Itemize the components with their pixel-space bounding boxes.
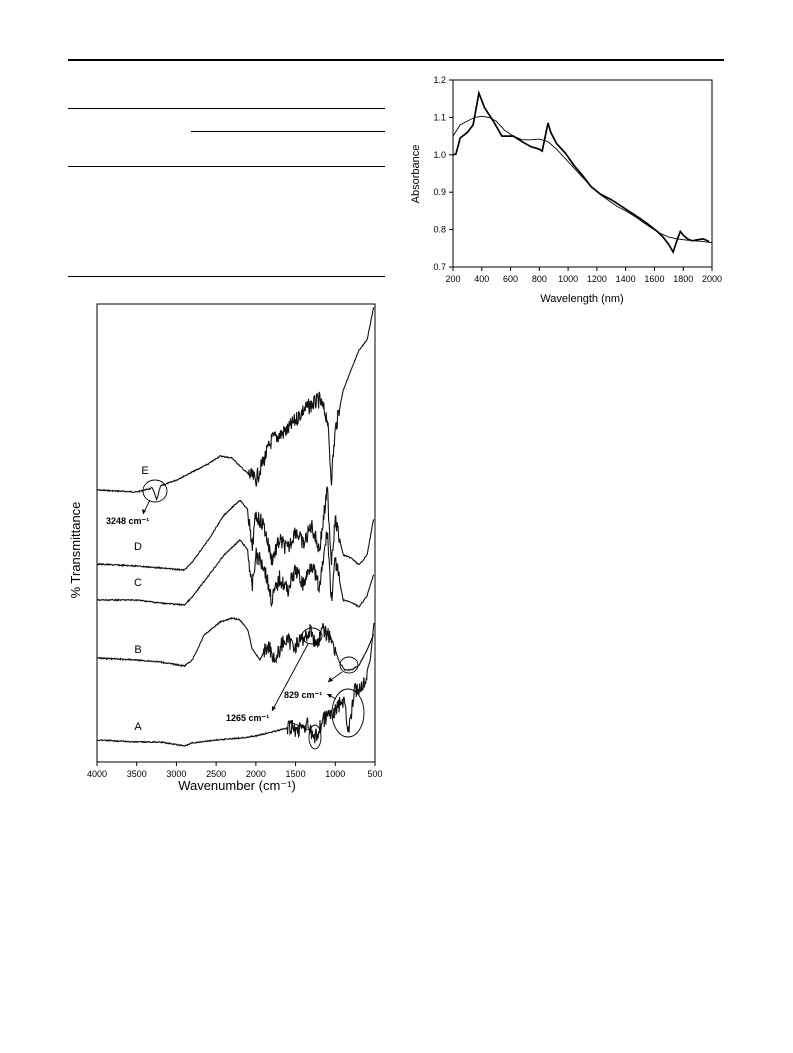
ftir-x-tick-label: 4000 bbox=[87, 769, 107, 779]
absorbance-y-tick-label: 0.8 bbox=[433, 225, 446, 235]
table-bottom-rule bbox=[68, 276, 385, 277]
ftir-series-A bbox=[96, 622, 375, 747]
absorbance-x-tick-label: 1000 bbox=[558, 274, 578, 284]
ftir-x-axis-label: Wavenumber (cm⁻¹) bbox=[178, 778, 296, 793]
ftir-x-tick-label: 2000 bbox=[246, 769, 266, 779]
ftir-series-label-B: B bbox=[134, 644, 141, 656]
ftir-chart: 4000 3500 3000 2500 2000 1500 1000 500 E D C B A 32… bbox=[68, 303, 382, 793]
ftir-series-E bbox=[96, 307, 375, 502]
annotation-label-1265: 1265 cm⁻¹ bbox=[226, 713, 269, 723]
ftir-x-tick-label: 500 bbox=[367, 769, 382, 779]
ftir-series-label-E: E bbox=[141, 465, 148, 477]
ftir-series-D bbox=[96, 486, 375, 572]
annotation-circle-1265-B bbox=[301, 627, 323, 645]
annotation-circle-1265-A bbox=[308, 724, 322, 750]
absorbance-x-axis-label: Wavelength (nm) bbox=[540, 293, 623, 305]
absorbance-series-thin bbox=[452, 115, 713, 244]
absorbance-y-tick-label: 1.1 bbox=[433, 112, 446, 122]
annotation-arrow-1265-B bbox=[271, 643, 309, 712]
ftir-x-tick-label: 1000 bbox=[325, 769, 345, 779]
absorbance-x-tick-label: 1800 bbox=[673, 274, 693, 284]
absorbance-x-tick-label: 1400 bbox=[616, 274, 636, 284]
ftir-x-tick-label: 1500 bbox=[286, 769, 306, 779]
ftir-x-tick-label: 2500 bbox=[206, 769, 226, 779]
absorbance-x-tick-label: 2000 bbox=[702, 274, 722, 284]
annotation-circle-3248 bbox=[142, 479, 168, 503]
absorbance-y-tick-label: 0.7 bbox=[433, 262, 446, 272]
annotation-label-3248: 3248 cm⁻¹ bbox=[106, 516, 149, 526]
absorbance-y-tick-label: 1.0 bbox=[433, 150, 446, 160]
ftir-series-label-D: D bbox=[134, 541, 142, 553]
absorbance-chart: 200 400 600 800 1000 1200 1400 1600 1800 2000 0.7 0… bbox=[410, 75, 722, 305]
annotation-circle-829-B bbox=[339, 656, 359, 674]
ftir-series-label-C: C bbox=[134, 577, 142, 589]
absorbance-plot-frame bbox=[452, 79, 713, 268]
annotation-circle-829-A bbox=[331, 688, 365, 738]
absorbance-x-tick-label: 200 bbox=[445, 274, 460, 284]
absorbance-x-tick-label: 600 bbox=[503, 274, 518, 284]
ftir-series-B bbox=[96, 616, 375, 672]
absorbance-x-tick-label: 1600 bbox=[644, 274, 664, 284]
absorbance-series-thick bbox=[452, 89, 710, 255]
table-top-rule bbox=[68, 108, 385, 109]
table-sub-rule bbox=[191, 131, 385, 132]
ftir-x-tick-label: 3000 bbox=[166, 769, 186, 779]
annotation-label-829: 829 cm⁻¹ bbox=[284, 690, 322, 700]
absorbance-x-tick-label: 800 bbox=[532, 274, 547, 284]
absorbance-x-tick-label: 1200 bbox=[587, 274, 607, 284]
absorbance-y-axis-label: Absorbance bbox=[410, 145, 422, 204]
absorbance-y-tick-label: 0.9 bbox=[433, 187, 446, 197]
ftir-series-label-A: A bbox=[134, 721, 142, 733]
absorbance-x-tick-label: 400 bbox=[474, 274, 489, 284]
ftir-plot-frame bbox=[96, 303, 376, 763]
table-header-rule bbox=[68, 166, 385, 167]
ftir-series-C bbox=[96, 531, 375, 608]
absorbance-y-tick-label: 1.2 bbox=[433, 75, 446, 85]
ftir-x-tick-label: 3500 bbox=[127, 769, 147, 779]
ftir-y-axis-label: % Transmittance bbox=[68, 502, 83, 599]
header-rule bbox=[68, 59, 724, 61]
